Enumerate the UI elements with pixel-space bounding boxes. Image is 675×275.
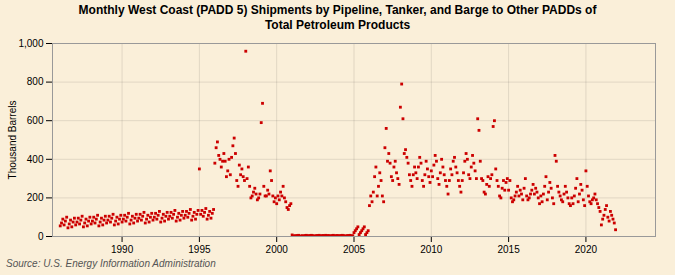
svg-text:0: 0 [38,231,44,242]
svg-text:2000: 2000 [266,244,289,255]
svg-text:2005: 2005 [343,244,366,255]
svg-text:600: 600 [27,115,44,126]
svg-text:400: 400 [27,154,44,165]
svg-text:2015: 2015 [497,244,520,255]
svg-text:1990: 1990 [111,244,134,255]
svg-text:2010: 2010 [420,244,443,255]
svg-text:1,000: 1,000 [18,38,43,49]
svg-text:2020: 2020 [575,244,598,255]
html-text:Monthly West Coast (PADD 5) Sh: Monthly West Coast (PADD 5) Shipments by… [78,3,597,32]
svg-text:200: 200 [27,192,44,203]
svg-text:1995: 1995 [188,244,211,255]
svg-text:800: 800 [27,76,44,87]
svg-text:Thousand Barrels: Thousand Barrels [7,101,18,180]
html-text:Source: U.S. Energy Informatio: Source: U.S. Energy Information Administ… [6,258,216,269]
